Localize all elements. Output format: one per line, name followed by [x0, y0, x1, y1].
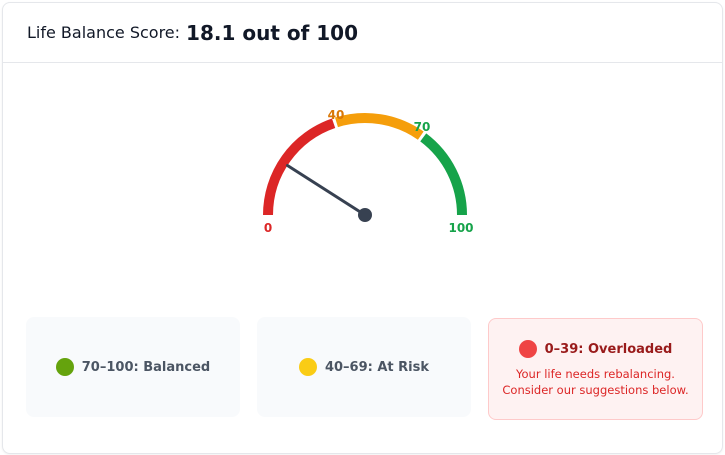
- gauge-label-70: 70: [414, 120, 431, 134]
- green-circle-icon: [55, 358, 74, 376]
- legend-card-overloaded: 0–39: Overloaded Your life needs rebalan…: [488, 318, 703, 420]
- gauge-hub: [358, 208, 372, 222]
- score-label: Life Balance Score:: [27, 23, 181, 42]
- legend-label: 70–100: Balanced: [81, 359, 211, 375]
- legend-label: 40–69: At Risk: [324, 359, 430, 375]
- score-gauge: 0 40 70 100: [263, 108, 474, 235]
- yellow-circle-icon: [298, 358, 317, 376]
- red-circle-icon: [518, 340, 537, 358]
- gauge-segment-0-40: [263, 118, 336, 216]
- gauge-label-0: 0: [264, 221, 272, 235]
- gauge-needle: [285, 163, 367, 217]
- overloaded-message: Your life needs rebalancing. Consider ou…: [502, 367, 689, 397]
- legend-card-balanced: 70–100: Balanced: [26, 317, 240, 417]
- gauge-segment-40-70: [335, 113, 424, 140]
- gauge-label-40: 40: [328, 108, 345, 122]
- panel-header: Life Balance Score: 18.1 out of 100: [3, 3, 722, 63]
- legend-card-at-risk: 40–69: At Risk: [257, 317, 471, 417]
- legend-label: 0–39: Overloaded: [544, 341, 673, 357]
- gauge-label-100: 100: [448, 221, 473, 235]
- gauge-segment-70-100: [420, 133, 467, 216]
- score-value: 18.1 out of 100: [186, 20, 358, 45]
